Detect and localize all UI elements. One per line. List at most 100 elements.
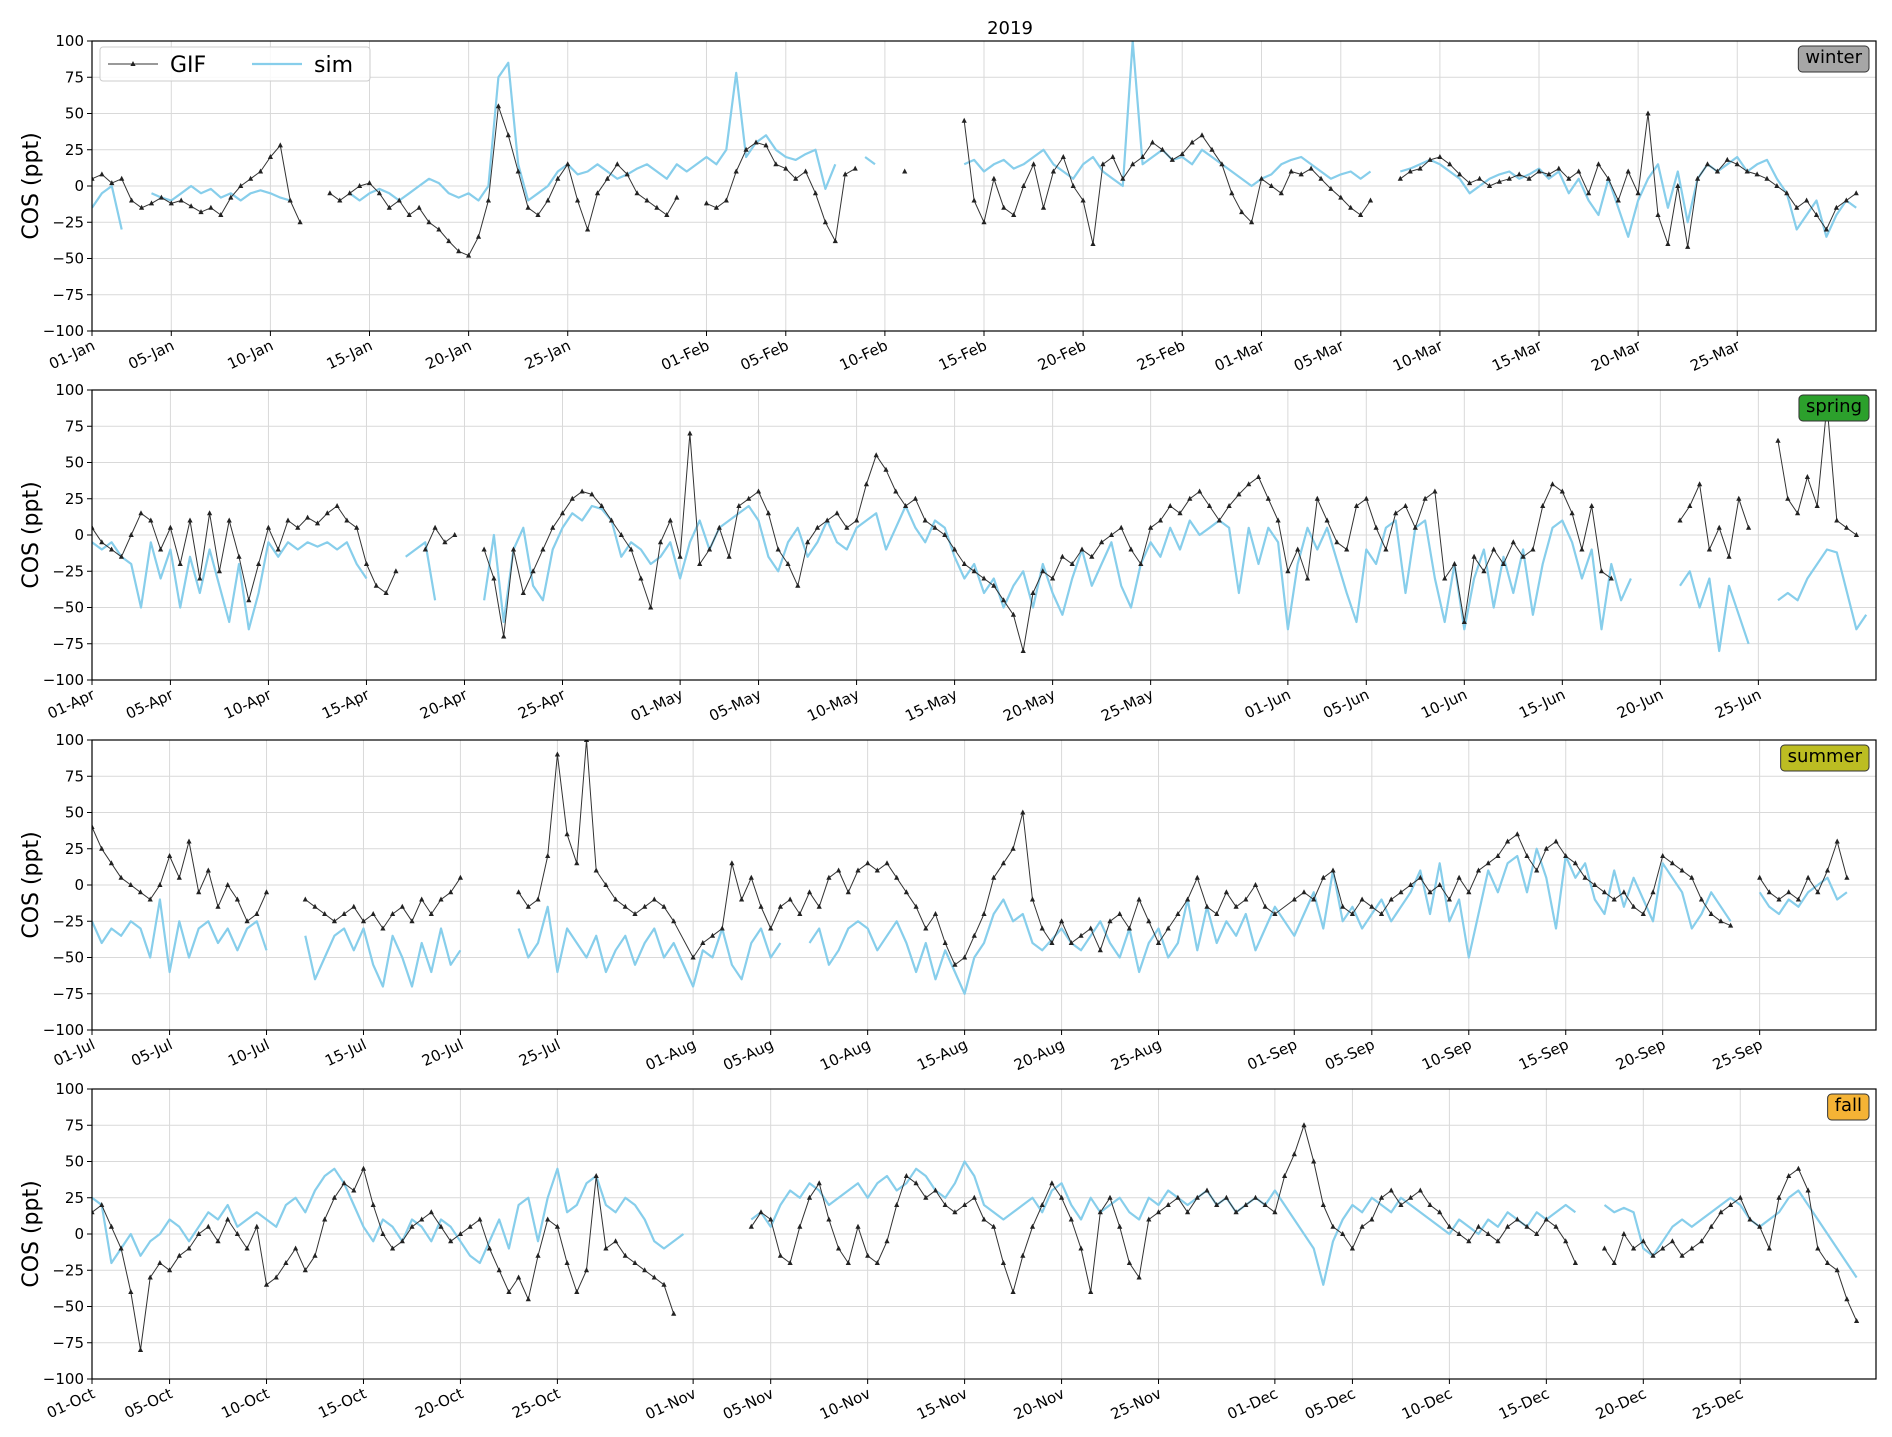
gif-data-point (337, 197, 343, 203)
gif-data-point (283, 1260, 289, 1265)
gif-data-point (1169, 156, 1175, 162)
gif-data-point (167, 853, 173, 858)
gif-data-point (305, 514, 311, 520)
x-tick-label: 15-Sep (1516, 1035, 1571, 1074)
gif-data-point (295, 524, 301, 530)
x-tick-label: 10-Mar (1390, 336, 1446, 375)
gif-data-point (416, 204, 422, 210)
gif-data-point (1089, 553, 1095, 559)
gif-data-point (186, 1245, 192, 1251)
gif-data-point (1566, 175, 1572, 181)
gif-data-point (419, 1216, 425, 1222)
gif-data-point (1505, 838, 1511, 844)
gif-data-point (1844, 524, 1850, 530)
gif-data-point (456, 248, 462, 254)
gif-data-point (777, 1252, 783, 1258)
gif-data-point (971, 932, 977, 938)
gif-data-point (1615, 197, 1621, 203)
y-tick-label: −100 (43, 322, 84, 340)
gif-data-point (1744, 168, 1750, 174)
gif-data-point (158, 546, 164, 552)
gif-data-point (167, 1267, 173, 1273)
gif-data-point (422, 546, 428, 552)
gif-data-point (118, 553, 124, 559)
gif-data-point (654, 204, 660, 210)
y-tick-label: −25 (52, 562, 84, 580)
x-tick-label: 01-Mar (1212, 336, 1268, 375)
gif-data-point (1239, 209, 1245, 215)
gif-data-point (1804, 474, 1810, 479)
gif-data-point (187, 517, 193, 523)
gif-data-point (1258, 175, 1265, 181)
gif-data-point (1486, 183, 1493, 188)
gif-data-point (1155, 940, 1162, 945)
gif-data-point (506, 1289, 512, 1294)
gif-data-point (491, 575, 497, 581)
gif-data-point (805, 539, 811, 545)
x-tick-label: 20-May (1000, 685, 1058, 725)
gif-data-point (1704, 161, 1711, 167)
figure-title: 2019 (987, 18, 1033, 39)
gif-data-point (1708, 911, 1714, 916)
gif-data-point (1530, 546, 1536, 552)
gif-data-point (1645, 110, 1651, 116)
gif-data-point (622, 1252, 628, 1258)
gif-data-point (1737, 1194, 1743, 1200)
gif-data-point (157, 1260, 163, 1265)
gif-data-point (351, 903, 357, 909)
gif-data-point (419, 896, 425, 902)
x-tick-label: 15-Mar (1489, 336, 1545, 375)
y-tick-label: −75 (52, 1334, 84, 1352)
x-tick-label: 10-Dec (1399, 1384, 1455, 1423)
gif-data-point (297, 219, 303, 225)
gif-data-point (1167, 503, 1173, 508)
gif-data-point (1776, 1194, 1782, 1200)
gif-data-point (952, 1209, 958, 1215)
gif-data-point (1285, 568, 1291, 574)
y-axis-label: COS (ppt) (19, 1180, 44, 1287)
gif-data-point (99, 539, 105, 545)
gif-data-point (265, 524, 271, 530)
x-tick-label: 25-Nov (1108, 1384, 1164, 1423)
gif-data-point (1689, 874, 1695, 880)
gif-data-point (1766, 889, 1772, 895)
gif-data-point (1605, 175, 1611, 181)
gif-data-point (457, 1231, 463, 1236)
gif-data-point (248, 175, 254, 181)
gif-data-point (1553, 1223, 1559, 1229)
gif-data-point (865, 860, 871, 866)
gif-data-point (1724, 156, 1730, 162)
x-tick-label: 20-Feb (1035, 336, 1089, 374)
gif-data-point (1446, 896, 1452, 902)
gif-data-point (390, 1245, 396, 1251)
gif-data-point (432, 524, 438, 530)
gif-data-point (287, 197, 293, 203)
series-group (92, 1122, 1860, 1352)
gif-data-point (883, 466, 889, 472)
gif-data-point (177, 561, 183, 566)
gif-data-point (1298, 171, 1304, 177)
gif-data-point (981, 575, 987, 581)
gif-data-point (1136, 896, 1142, 902)
gif-data-point (302, 896, 308, 902)
legend: GIF sim (99, 46, 371, 82)
gif-data-point (713, 204, 719, 210)
gif-data-point (1020, 809, 1026, 815)
gif-data-point (1311, 896, 1317, 902)
gif-data-point (1601, 889, 1608, 895)
gif-data-point (1223, 889, 1229, 895)
gif-data-point (363, 561, 370, 566)
gif-data-point (1301, 889, 1307, 895)
season-badge-box (1780, 744, 1870, 772)
gif-data-point (341, 911, 347, 916)
gif-data-point (1402, 503, 1409, 508)
gif-data-point (486, 1245, 493, 1251)
x-tick-label: 25-Aug (1108, 1035, 1164, 1074)
gif-data-point (1549, 481, 1556, 487)
gif-data-point (331, 1194, 337, 1200)
gif-data-point (565, 161, 571, 167)
gif-data-point (148, 517, 154, 523)
gif-data-point (622, 903, 628, 909)
gif-data-point (1000, 1260, 1006, 1265)
gif-data-point (1155, 1209, 1162, 1215)
